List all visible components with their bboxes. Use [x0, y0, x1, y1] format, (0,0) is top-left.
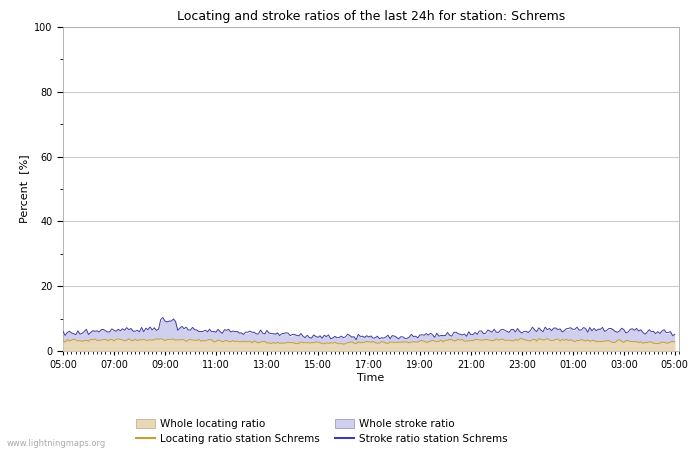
Y-axis label: Percent  [%]: Percent [%]: [19, 155, 29, 223]
Legend: Whole locating ratio, Locating ratio station Schrems, Whole stroke ratio, Stroke: Whole locating ratio, Locating ratio sta…: [132, 414, 512, 449]
Title: Locating and stroke ratios of the last 24h for station: Schrems: Locating and stroke ratios of the last 2…: [177, 10, 565, 23]
Text: www.lightningmaps.org: www.lightningmaps.org: [7, 439, 106, 448]
X-axis label: Time: Time: [358, 373, 384, 383]
